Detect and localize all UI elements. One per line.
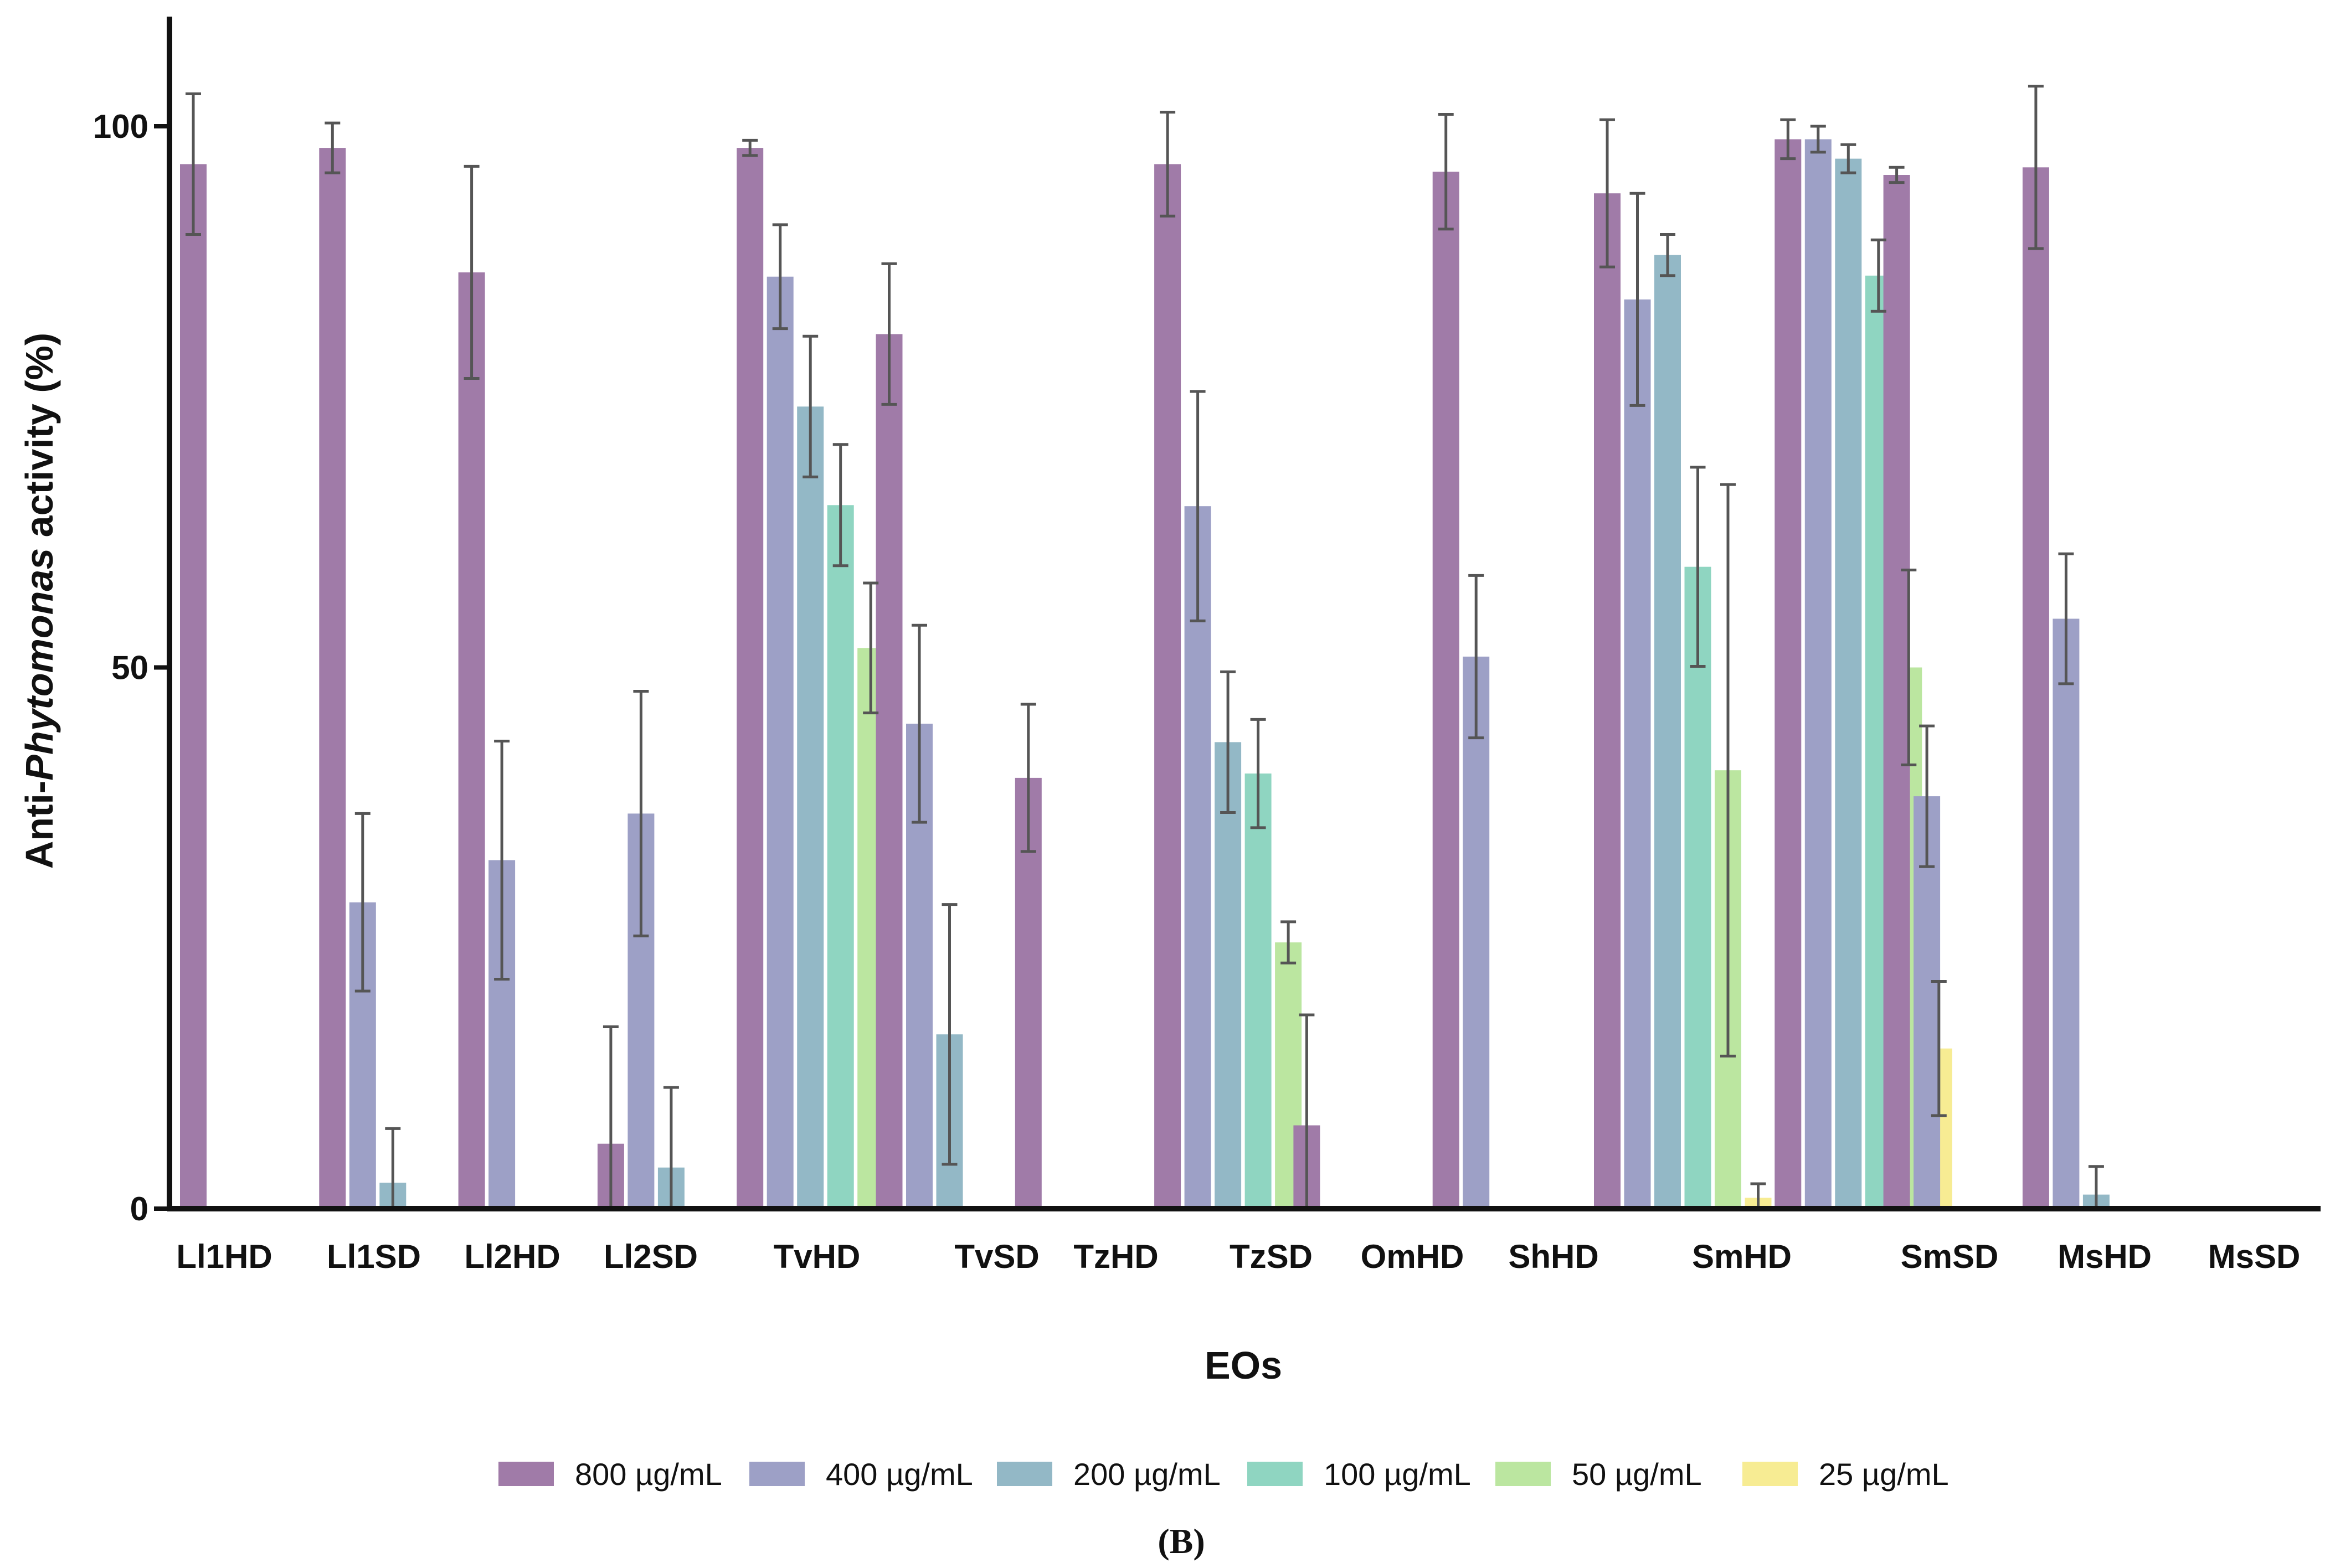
figure-caption: (B) (1158, 1521, 1205, 1561)
bar-SmHD-1 (1624, 299, 1651, 1209)
labels-layer: Ll1HD Ll1SD Ll2HD Ll2SD TvHD TvSD TzHD TzSD OmHD… (93, 108, 2300, 1275)
bar-SmSD-2 (1835, 158, 1862, 1209)
x-tick-label-TvHD: TvHD (774, 1238, 861, 1275)
bar-Ll1SD-0 (319, 148, 346, 1209)
legend-swatch-3 (1247, 1462, 1303, 1486)
bar-TzSD-0 (1154, 164, 1181, 1209)
bar-TzSD-2 (1215, 742, 1242, 1209)
legend-swatch-5 (1742, 1462, 1798, 1486)
bar-SmSD-1 (1804, 139, 1832, 1209)
bar-TvHD-3 (827, 505, 854, 1209)
legend: 800 µg/mL 400 µg/mL 200 µg/mL 100 µg/mL 50 µ… (498, 1457, 1949, 1492)
y-tick-label-50: 50 (111, 649, 148, 687)
bar-SmSD-0 (1774, 139, 1802, 1209)
bars-layer (180, 139, 2110, 1209)
x-axis-title: EOs (1205, 1344, 1282, 1387)
bar-ShHD-1 (1463, 656, 1490, 1209)
y-axis-title-italic: Phytomonas (18, 548, 61, 781)
legend-label-4: 50 µg/mL (1572, 1457, 1702, 1492)
x-tick-label-TzHD: TzHD (1073, 1238, 1158, 1275)
x-tick-label-ShHD: ShHD (1508, 1238, 1598, 1275)
bar-MsSD-1 (2053, 618, 2080, 1209)
legend-swatch-0 (498, 1462, 554, 1486)
error-bars-layer (186, 85, 2104, 1210)
bar-SmHD-0 (1594, 193, 1621, 1209)
y-tick-label-0: 0 (130, 1190, 148, 1227)
y-axis-title: Anti-Phytomonas activity (%) (18, 333, 61, 869)
bar-SmHD-3 (1684, 566, 1711, 1209)
x-tick-label-MsHD: MsHD (2058, 1238, 2152, 1275)
bar-SmHD-2 (1654, 255, 1681, 1209)
bar-TvHD-1 (767, 276, 794, 1209)
x-tick-label-Ll1SD: Ll1SD (327, 1238, 421, 1275)
bar-Ll1HD-0 (180, 164, 207, 1209)
legend-label-5: 25 µg/mL (1819, 1457, 1949, 1492)
x-tick-label-Ll2HD: Ll2HD (464, 1238, 560, 1275)
y-axis-title-prefix: Anti- (18, 781, 61, 869)
x-tick-label-Ll1HD: Ll1HD (176, 1238, 272, 1275)
bar-TzSD-1 (1184, 506, 1211, 1209)
x-tick-label-OmHD: OmHD (1361, 1238, 1464, 1275)
legend-label-3: 100 µg/mL (1324, 1457, 1471, 1492)
y-tick-label-100: 100 (93, 108, 148, 145)
legend-label-0: 800 µg/mL (575, 1457, 722, 1492)
legend-swatch-1 (749, 1462, 805, 1486)
x-tick-label-SmSD: SmSD (1901, 1238, 1999, 1275)
x-tick-label-SmHD: SmHD (1692, 1238, 1792, 1275)
bar-MsSD-0 (2022, 167, 2049, 1209)
x-tick-label-MsSD: MsSD (2208, 1238, 2301, 1275)
axes-layer (154, 17, 2321, 1211)
x-tick-label-TvSD: TvSD (954, 1238, 1039, 1275)
bar-TvHD-2 (797, 406, 824, 1209)
legend-label-1: 400 µg/mL (826, 1457, 973, 1492)
bar-Ll2HD-0 (458, 272, 485, 1209)
bar-TvSD-0 (876, 334, 903, 1209)
legend-swatch-4 (1495, 1462, 1551, 1486)
bar-MsHD-0 (1883, 175, 1910, 1209)
bar-ShHD-0 (1432, 172, 1459, 1209)
legend-swatch-2 (997, 1462, 1052, 1486)
bar-TzSD-3 (1244, 773, 1272, 1209)
legend-label-2: 200 µg/mL (1073, 1457, 1221, 1492)
x-tick-label-TzSD: TzSD (1230, 1238, 1313, 1275)
bar-TvHD-0 (737, 148, 764, 1209)
y-axis-title-suffix: activity (%) (18, 333, 61, 548)
x-tick-label-Ll2SD: Ll2SD (604, 1238, 698, 1275)
